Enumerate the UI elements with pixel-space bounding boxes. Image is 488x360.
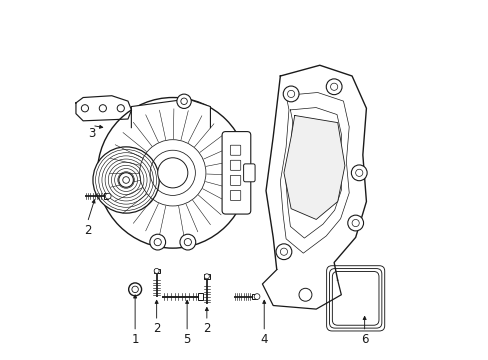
Circle shape (180, 234, 195, 250)
Circle shape (181, 98, 187, 104)
Circle shape (81, 105, 88, 112)
Circle shape (276, 244, 291, 260)
Circle shape (149, 234, 165, 250)
Polygon shape (265, 65, 366, 291)
Circle shape (117, 105, 124, 112)
FancyBboxPatch shape (230, 145, 240, 155)
Circle shape (184, 239, 191, 246)
Circle shape (105, 193, 111, 199)
Circle shape (280, 248, 287, 255)
Text: 1: 1 (131, 333, 139, 346)
FancyBboxPatch shape (243, 164, 255, 182)
FancyBboxPatch shape (198, 293, 203, 300)
Text: 2: 2 (203, 322, 210, 335)
Circle shape (99, 105, 106, 112)
Circle shape (154, 239, 161, 246)
FancyBboxPatch shape (230, 160, 240, 170)
Circle shape (204, 274, 209, 279)
Circle shape (351, 220, 359, 226)
Circle shape (119, 173, 133, 187)
Circle shape (97, 98, 247, 248)
Text: 2: 2 (153, 322, 160, 335)
Text: 2: 2 (83, 224, 91, 237)
Circle shape (355, 169, 362, 176)
Circle shape (177, 94, 191, 108)
Circle shape (298, 288, 311, 301)
FancyBboxPatch shape (230, 175, 240, 185)
Circle shape (347, 215, 363, 231)
FancyBboxPatch shape (203, 274, 209, 279)
Circle shape (283, 86, 298, 102)
Circle shape (132, 286, 138, 293)
Polygon shape (262, 270, 341, 309)
Circle shape (287, 90, 294, 98)
FancyBboxPatch shape (153, 269, 159, 273)
Text: 6: 6 (360, 333, 367, 346)
Circle shape (330, 83, 337, 90)
FancyBboxPatch shape (252, 294, 257, 300)
Text: 4: 4 (260, 333, 267, 346)
FancyBboxPatch shape (103, 193, 108, 199)
Circle shape (325, 79, 341, 95)
Text: 3: 3 (88, 127, 96, 140)
Polygon shape (284, 116, 344, 220)
Circle shape (154, 269, 159, 273)
Text: 5: 5 (183, 333, 190, 346)
Circle shape (351, 165, 366, 181)
Circle shape (158, 158, 187, 188)
Polygon shape (131, 99, 210, 128)
Circle shape (93, 147, 159, 213)
Circle shape (128, 283, 142, 296)
Circle shape (122, 177, 129, 183)
FancyBboxPatch shape (230, 190, 240, 201)
Circle shape (254, 294, 260, 300)
FancyBboxPatch shape (222, 132, 250, 214)
